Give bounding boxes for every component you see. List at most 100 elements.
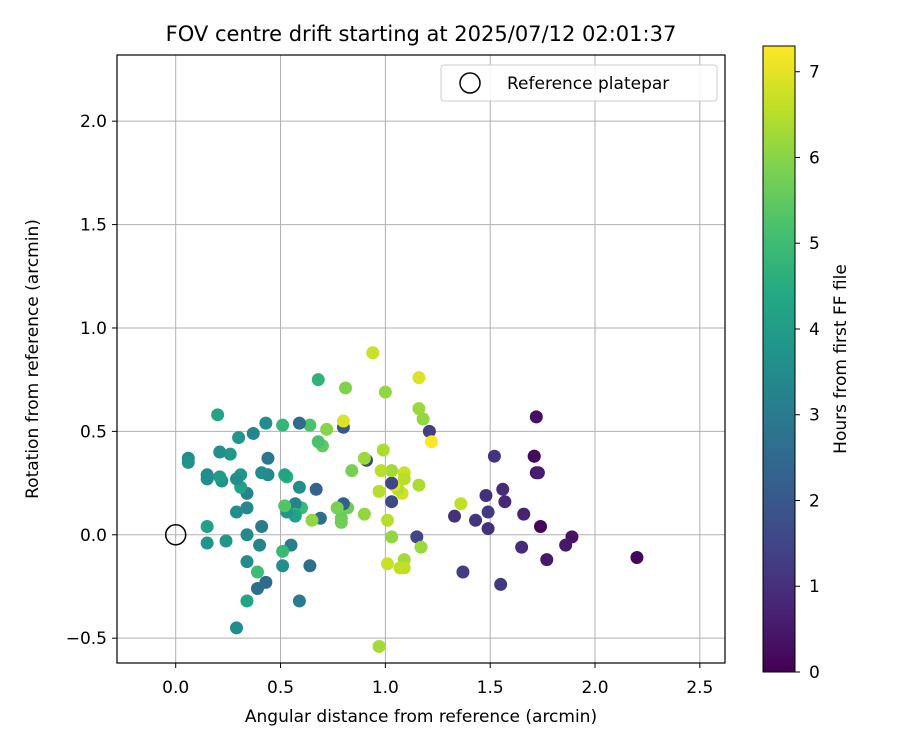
- scatter-point: [303, 559, 317, 573]
- scatter-point: [494, 577, 508, 591]
- legend-marker: [459, 72, 481, 94]
- scatter-point: [481, 505, 495, 519]
- scatter-point: [305, 513, 319, 527]
- scatter-point: [372, 639, 386, 653]
- scatter-point: [334, 515, 348, 529]
- colorbar-tick-label: 7: [809, 63, 820, 83]
- scatter-point: [259, 416, 273, 430]
- scatter-point: [311, 373, 325, 387]
- scatter-point: [181, 455, 195, 469]
- scatter-point: [385, 464, 399, 478]
- scatter-point: [330, 501, 344, 515]
- colorbar-tick-label: 5: [809, 234, 820, 254]
- scatter-point: [469, 513, 483, 527]
- scatter-point: [240, 528, 254, 542]
- scatter-point: [487, 449, 501, 463]
- scatter-point: [211, 408, 225, 422]
- scatter-point: [253, 538, 267, 552]
- colorbar-tick-label: 3: [809, 406, 820, 426]
- scatter-point: [278, 468, 292, 482]
- x-axis-ticks: 0.0 0.5 1.0 1.5 2.0 2.5: [162, 663, 713, 698]
- reference-platepar-marker: [164, 524, 187, 546]
- scatter-point: [534, 520, 548, 534]
- scatter-point: [339, 381, 353, 395]
- x-tick-label: 0.5: [267, 678, 294, 698]
- scatter-point: [292, 480, 306, 494]
- x-tick-label: 2.0: [581, 678, 608, 698]
- legend: Reference platepar: [440, 64, 718, 102]
- colorbar-tick-label: 4: [809, 320, 820, 340]
- scatter-point: [230, 621, 244, 635]
- scatter-point: [380, 557, 394, 571]
- y-axis-label: Rotation from reference (arcmin): [23, 219, 43, 499]
- grid: [117, 55, 725, 663]
- scatter-point: [559, 538, 573, 552]
- scatter-point: [498, 495, 512, 509]
- scatter-point: [515, 540, 529, 554]
- x-tick-label: 0.0: [162, 678, 189, 698]
- scatter-point: [303, 418, 317, 432]
- colorbar-label: Hours from first FF file: [831, 264, 851, 454]
- scatter-point: [213, 470, 227, 484]
- y-tick-label: 1.5: [80, 216, 107, 236]
- scatter-point: [250, 565, 264, 579]
- scatter-point: [378, 385, 392, 399]
- scatter-point: [357, 451, 371, 465]
- scatter-point: [416, 412, 430, 426]
- colorbar-tick-label: 2: [809, 491, 820, 511]
- scatter-point: [276, 418, 290, 432]
- plot-frame: [116, 54, 726, 664]
- scatter-point: [374, 464, 388, 478]
- scatter-point: [529, 410, 543, 424]
- scatter-point: [366, 346, 380, 360]
- scatter-point: [372, 484, 386, 498]
- scatter-point: [410, 530, 424, 544]
- scatter-point: [223, 447, 237, 461]
- scatter-point: [414, 540, 428, 554]
- y-tick-label: −0.5: [66, 629, 107, 649]
- y-axis-ticks: −0.5 0.0 0.5 1.0 1.5 2.0: [66, 112, 117, 649]
- scatter-point: [448, 509, 462, 523]
- scatter-point: [213, 445, 227, 459]
- scatter-point: [292, 594, 306, 608]
- scatter-point: [250, 582, 264, 596]
- scatter-point: [540, 553, 554, 567]
- scatter-point: [422, 424, 436, 438]
- scatter-points: [181, 346, 644, 653]
- scatter-point: [255, 520, 269, 534]
- scatter-point: [255, 466, 269, 480]
- scatter-point: [219, 534, 233, 548]
- scatter-point: [454, 497, 468, 511]
- scatter-point: [397, 472, 411, 486]
- colorbar-tick-label: 6: [809, 148, 820, 168]
- colorbar-ticks: 0 1 2 3 4 5 6 7: [795, 63, 820, 683]
- scatter-point: [230, 505, 244, 519]
- y-tick-label: 0.0: [80, 526, 107, 546]
- scatter-point: [261, 451, 275, 465]
- scatter-point: [380, 513, 394, 527]
- scatter-point: [232, 431, 246, 445]
- y-tick-label: 2.0: [80, 112, 107, 132]
- scatter-point: [376, 443, 390, 457]
- scatter-point: [288, 497, 302, 511]
- scatter-point: [385, 495, 399, 509]
- scatter-point: [276, 544, 290, 558]
- scatter-point: [200, 536, 214, 550]
- scatter-point: [309, 482, 323, 496]
- scatter-point: [412, 402, 426, 416]
- scatter-point: [397, 561, 411, 575]
- y-tick-label: 0.5: [80, 422, 107, 442]
- x-tick-label: 2.5: [686, 678, 713, 698]
- scatter-point: [278, 499, 292, 513]
- scatter-point: [531, 466, 545, 480]
- scatter-point: [479, 488, 493, 502]
- scatter-point: [230, 472, 244, 486]
- scatter-point: [240, 501, 254, 515]
- scatter-point: [292, 416, 306, 430]
- scatter-point: [630, 551, 644, 565]
- scatter-point: [200, 520, 214, 534]
- y-tick-label: 1.0: [80, 319, 107, 339]
- scatter-point: [345, 464, 359, 478]
- scatter-point: [240, 555, 254, 569]
